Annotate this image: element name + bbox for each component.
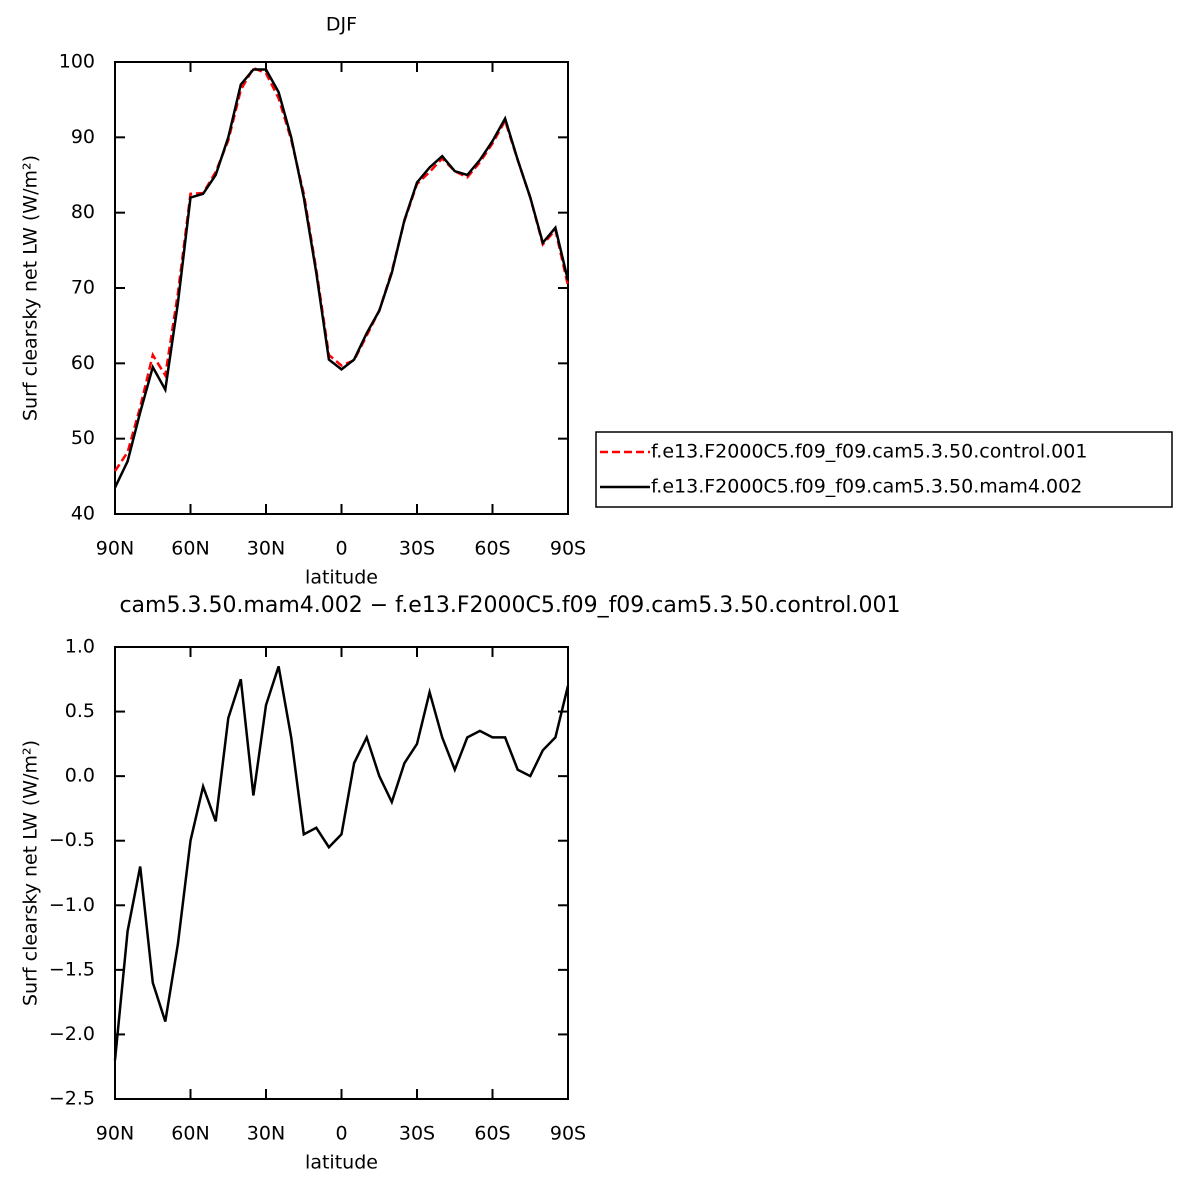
y-axis-label: Surf clearsky net LW (W/m²) — [20, 740, 42, 1006]
x-tick-label: 90N — [96, 1123, 134, 1145]
x-tick-label: 90N — [96, 538, 134, 560]
chart-title: cam5.3.50.mam4.002 − f.e13.F2000C5.f09_f… — [119, 593, 900, 618]
x-tick-label: 30N — [247, 538, 285, 560]
x-tick-label: 60N — [171, 1123, 209, 1145]
y-tick-label: 0.5 — [65, 700, 95, 722]
x-tick-label: 60N — [171, 538, 209, 560]
y-tick-label: 60 — [71, 352, 95, 374]
legend-box — [595, 431, 1173, 508]
x-tick-label: 30S — [399, 1123, 435, 1145]
legend-label: f.e13.F2000C5.f09_f09.cam5.3.50.mam4.002 — [651, 476, 1082, 498]
x-tick-label: 0 — [335, 1123, 347, 1145]
plot-frame — [114, 646, 569, 1100]
y-tick-label: −0.5 — [49, 829, 95, 851]
y-tick-label: −2.5 — [49, 1088, 95, 1110]
x-tick-label: 30S — [399, 538, 435, 560]
x-tick-label: 30N — [247, 1123, 285, 1145]
y-tick-label: 0.0 — [65, 765, 95, 787]
series-line — [113, 66, 570, 472]
y-tick-label: 70 — [71, 277, 95, 299]
x-axis-label: latitude — [305, 567, 378, 589]
y-tick-label: 1.0 — [65, 636, 95, 658]
plot-frame — [114, 61, 569, 515]
y-tick-label: 90 — [71, 126, 95, 148]
x-tick-label: 0 — [335, 538, 347, 560]
y-tick-label: −2.0 — [49, 1023, 95, 1045]
y-tick-label: 40 — [71, 503, 95, 525]
x-tick-label: 90S — [550, 538, 586, 560]
chart-title: DJF — [326, 14, 357, 36]
y-tick-label: 100 — [59, 51, 95, 73]
y-tick-label: 50 — [71, 427, 95, 449]
legend-label: f.e13.F2000C5.f09_f09.cam5.3.50.control.… — [651, 441, 1087, 463]
x-tick-label: 60S — [474, 538, 510, 560]
y-tick-label: −1.5 — [49, 958, 95, 980]
series-line — [113, 666, 570, 1061]
x-tick-label: 60S — [474, 1123, 510, 1145]
y-axis-label: Surf clearsky net LW (W/m²) — [20, 155, 42, 421]
y-tick-label: −1.0 — [49, 894, 95, 916]
x-axis-label: latitude — [305, 1152, 378, 1174]
y-tick-label: 80 — [71, 201, 95, 223]
series-line — [113, 68, 570, 489]
x-tick-label: 90S — [550, 1123, 586, 1145]
